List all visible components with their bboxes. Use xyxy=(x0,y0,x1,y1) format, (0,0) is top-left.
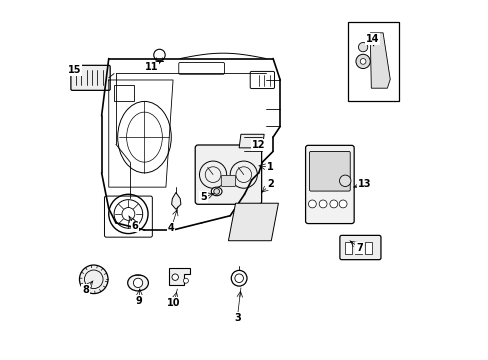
FancyBboxPatch shape xyxy=(309,152,349,191)
Text: 6: 6 xyxy=(131,221,138,231)
Circle shape xyxy=(183,278,188,283)
Text: 3: 3 xyxy=(233,312,240,323)
Circle shape xyxy=(355,54,369,68)
Text: 5: 5 xyxy=(200,192,206,202)
Text: 11: 11 xyxy=(144,63,158,72)
Text: 2: 2 xyxy=(266,179,273,189)
Circle shape xyxy=(172,274,178,280)
Text: 13: 13 xyxy=(357,179,370,189)
Text: 12: 12 xyxy=(251,140,265,150)
Text: 4: 4 xyxy=(167,223,174,233)
Ellipse shape xyxy=(126,112,162,162)
Bar xyxy=(365,242,372,254)
Circle shape xyxy=(358,42,367,52)
Circle shape xyxy=(308,200,316,208)
Circle shape xyxy=(360,59,365,64)
FancyBboxPatch shape xyxy=(221,175,235,186)
FancyBboxPatch shape xyxy=(179,63,224,74)
Ellipse shape xyxy=(211,187,222,196)
FancyBboxPatch shape xyxy=(195,145,261,204)
Polygon shape xyxy=(169,268,190,285)
Text: 9: 9 xyxy=(136,296,142,306)
Bar xyxy=(347,22,398,101)
Text: 10: 10 xyxy=(167,298,181,308)
FancyBboxPatch shape xyxy=(305,145,353,224)
Circle shape xyxy=(213,189,219,194)
Bar xyxy=(345,242,352,254)
FancyBboxPatch shape xyxy=(71,65,110,90)
Ellipse shape xyxy=(127,275,148,291)
Circle shape xyxy=(339,175,350,186)
Bar xyxy=(114,85,134,102)
Circle shape xyxy=(339,200,346,208)
Ellipse shape xyxy=(118,102,171,173)
Bar xyxy=(354,242,362,254)
FancyBboxPatch shape xyxy=(250,71,274,89)
Circle shape xyxy=(153,49,165,61)
Polygon shape xyxy=(239,134,264,148)
FancyBboxPatch shape xyxy=(339,235,380,260)
Circle shape xyxy=(329,200,337,208)
Text: 8: 8 xyxy=(82,285,89,295)
Polygon shape xyxy=(228,203,278,241)
Circle shape xyxy=(133,278,142,288)
Text: 1: 1 xyxy=(266,162,273,172)
Text: 14: 14 xyxy=(365,34,378,44)
Text: 15: 15 xyxy=(67,65,81,75)
Polygon shape xyxy=(171,193,181,209)
Circle shape xyxy=(319,200,326,208)
Text: 7: 7 xyxy=(355,243,362,253)
Circle shape xyxy=(80,265,108,294)
Polygon shape xyxy=(369,33,389,88)
